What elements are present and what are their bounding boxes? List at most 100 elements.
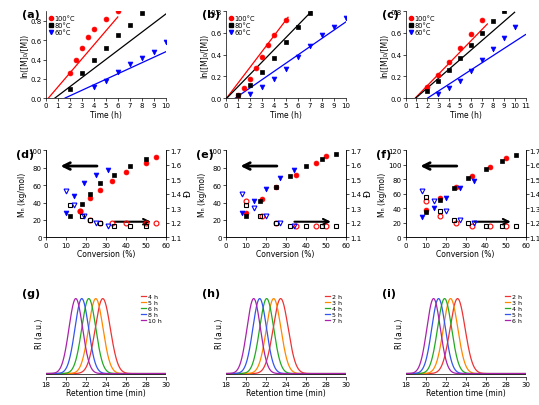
2 h [342, 371, 349, 376]
Line: 5 h: 5 h [226, 299, 345, 374]
10 h [125, 371, 132, 376]
5 h [257, 296, 263, 301]
7 h [223, 371, 229, 376]
Y-axis label: Mₙ (kg/mol): Mₙ (kg/mol) [18, 173, 27, 216]
3 h [498, 371, 505, 376]
Line: 2 h: 2 h [405, 299, 526, 374]
Line: 3 h: 3 h [226, 299, 345, 374]
2 h [485, 371, 492, 376]
Y-axis label: RI (a.u.): RI (a.u.) [395, 318, 404, 348]
Legend: 2 h, 3 h, 4 h, 5 h, 7 h: 2 h, 3 h, 4 h, 5 h, 7 h [324, 293, 342, 324]
4 h [125, 371, 132, 376]
5 h [55, 371, 61, 376]
6 h [136, 371, 143, 376]
4 h [43, 371, 49, 376]
7 h [318, 371, 324, 376]
7 h [251, 296, 257, 301]
Line: 4 h: 4 h [46, 299, 166, 374]
7 h [271, 371, 278, 375]
4 h [95, 307, 102, 312]
Line: 3 h: 3 h [405, 299, 526, 374]
5 h [522, 371, 529, 376]
Legend: 100°C, 80°C, 60°C: 100°C, 80°C, 60°C [49, 15, 76, 37]
8 h [125, 371, 132, 376]
5 h [455, 370, 462, 375]
3 h [271, 297, 278, 302]
Y-axis label: Đ: Đ [184, 191, 193, 198]
Legend: 100°C, 80°C, 60°C: 100°C, 80°C, 60°C [229, 15, 255, 37]
7 h [234, 367, 241, 371]
5 h [275, 370, 282, 375]
Line: 4 h: 4 h [405, 299, 526, 374]
2 h [305, 371, 312, 376]
10 h [95, 371, 102, 376]
6 h [125, 371, 132, 376]
4 h [91, 332, 98, 337]
Y-axis label: RI (a.u.): RI (a.u.) [36, 318, 44, 348]
Text: (c): (c) [382, 11, 398, 20]
X-axis label: Time (h): Time (h) [270, 111, 302, 119]
4 h [441, 296, 448, 301]
5 h [136, 371, 143, 376]
6 h [496, 371, 502, 376]
4 h [498, 371, 505, 376]
3 h [485, 371, 492, 376]
5 h [436, 296, 442, 301]
5 h [342, 371, 349, 376]
Line: 7 h: 7 h [226, 299, 345, 374]
Y-axis label: RI (a.u.): RI (a.u.) [215, 318, 224, 348]
8 h [136, 371, 143, 376]
Line: 4 h: 4 h [226, 299, 345, 374]
6 h [91, 317, 98, 322]
2 h [496, 371, 502, 376]
3 h [318, 371, 324, 376]
6 h [402, 371, 409, 376]
10 h [43, 371, 49, 376]
2 h [271, 320, 278, 324]
3 h [223, 371, 229, 376]
5 h [316, 371, 322, 376]
4 h [55, 371, 61, 376]
4 h [163, 371, 169, 376]
6 h [163, 371, 169, 376]
Text: (a): (a) [22, 11, 39, 20]
6 h [414, 367, 421, 371]
6 h [455, 371, 462, 376]
2 h [455, 297, 462, 302]
Legend: 2 h, 3 h, 4 h, 5 h, 6 h: 2 h, 3 h, 4 h, 5 h, 6 h [505, 293, 522, 324]
6 h [86, 296, 92, 301]
3 h [275, 312, 282, 317]
6 h [43, 371, 49, 376]
5 h [91, 298, 98, 303]
2 h [275, 299, 282, 304]
3 h [447, 296, 454, 301]
10 h [139, 371, 145, 376]
4 h [485, 371, 492, 376]
4 h [451, 342, 458, 347]
8 h [79, 296, 85, 301]
5 h [318, 371, 324, 376]
4 h [402, 371, 409, 376]
5 h [451, 366, 458, 371]
Legend: 4 h, 5 h, 6 h, 8 h, 10 h: 4 h, 5 h, 6 h, 8 h, 10 h [141, 293, 163, 324]
8 h [95, 368, 102, 373]
8 h [163, 371, 169, 376]
7 h [342, 371, 349, 376]
5 h [125, 371, 132, 376]
3 h [234, 371, 241, 376]
4 h [271, 330, 278, 335]
2 h [223, 371, 229, 376]
4 h [414, 371, 421, 376]
2 h [451, 304, 457, 309]
4 h [316, 371, 322, 376]
4 h [455, 361, 462, 366]
Y-axis label: Đ: Đ [364, 191, 373, 198]
8 h [139, 371, 145, 376]
7 h [316, 371, 322, 376]
X-axis label: Retention time (min): Retention time (min) [66, 388, 146, 397]
5 h [139, 371, 145, 376]
Text: (h): (h) [202, 288, 220, 298]
5 h [305, 371, 312, 376]
5 h [414, 371, 421, 375]
X-axis label: Retention time (min): Retention time (min) [246, 388, 326, 397]
